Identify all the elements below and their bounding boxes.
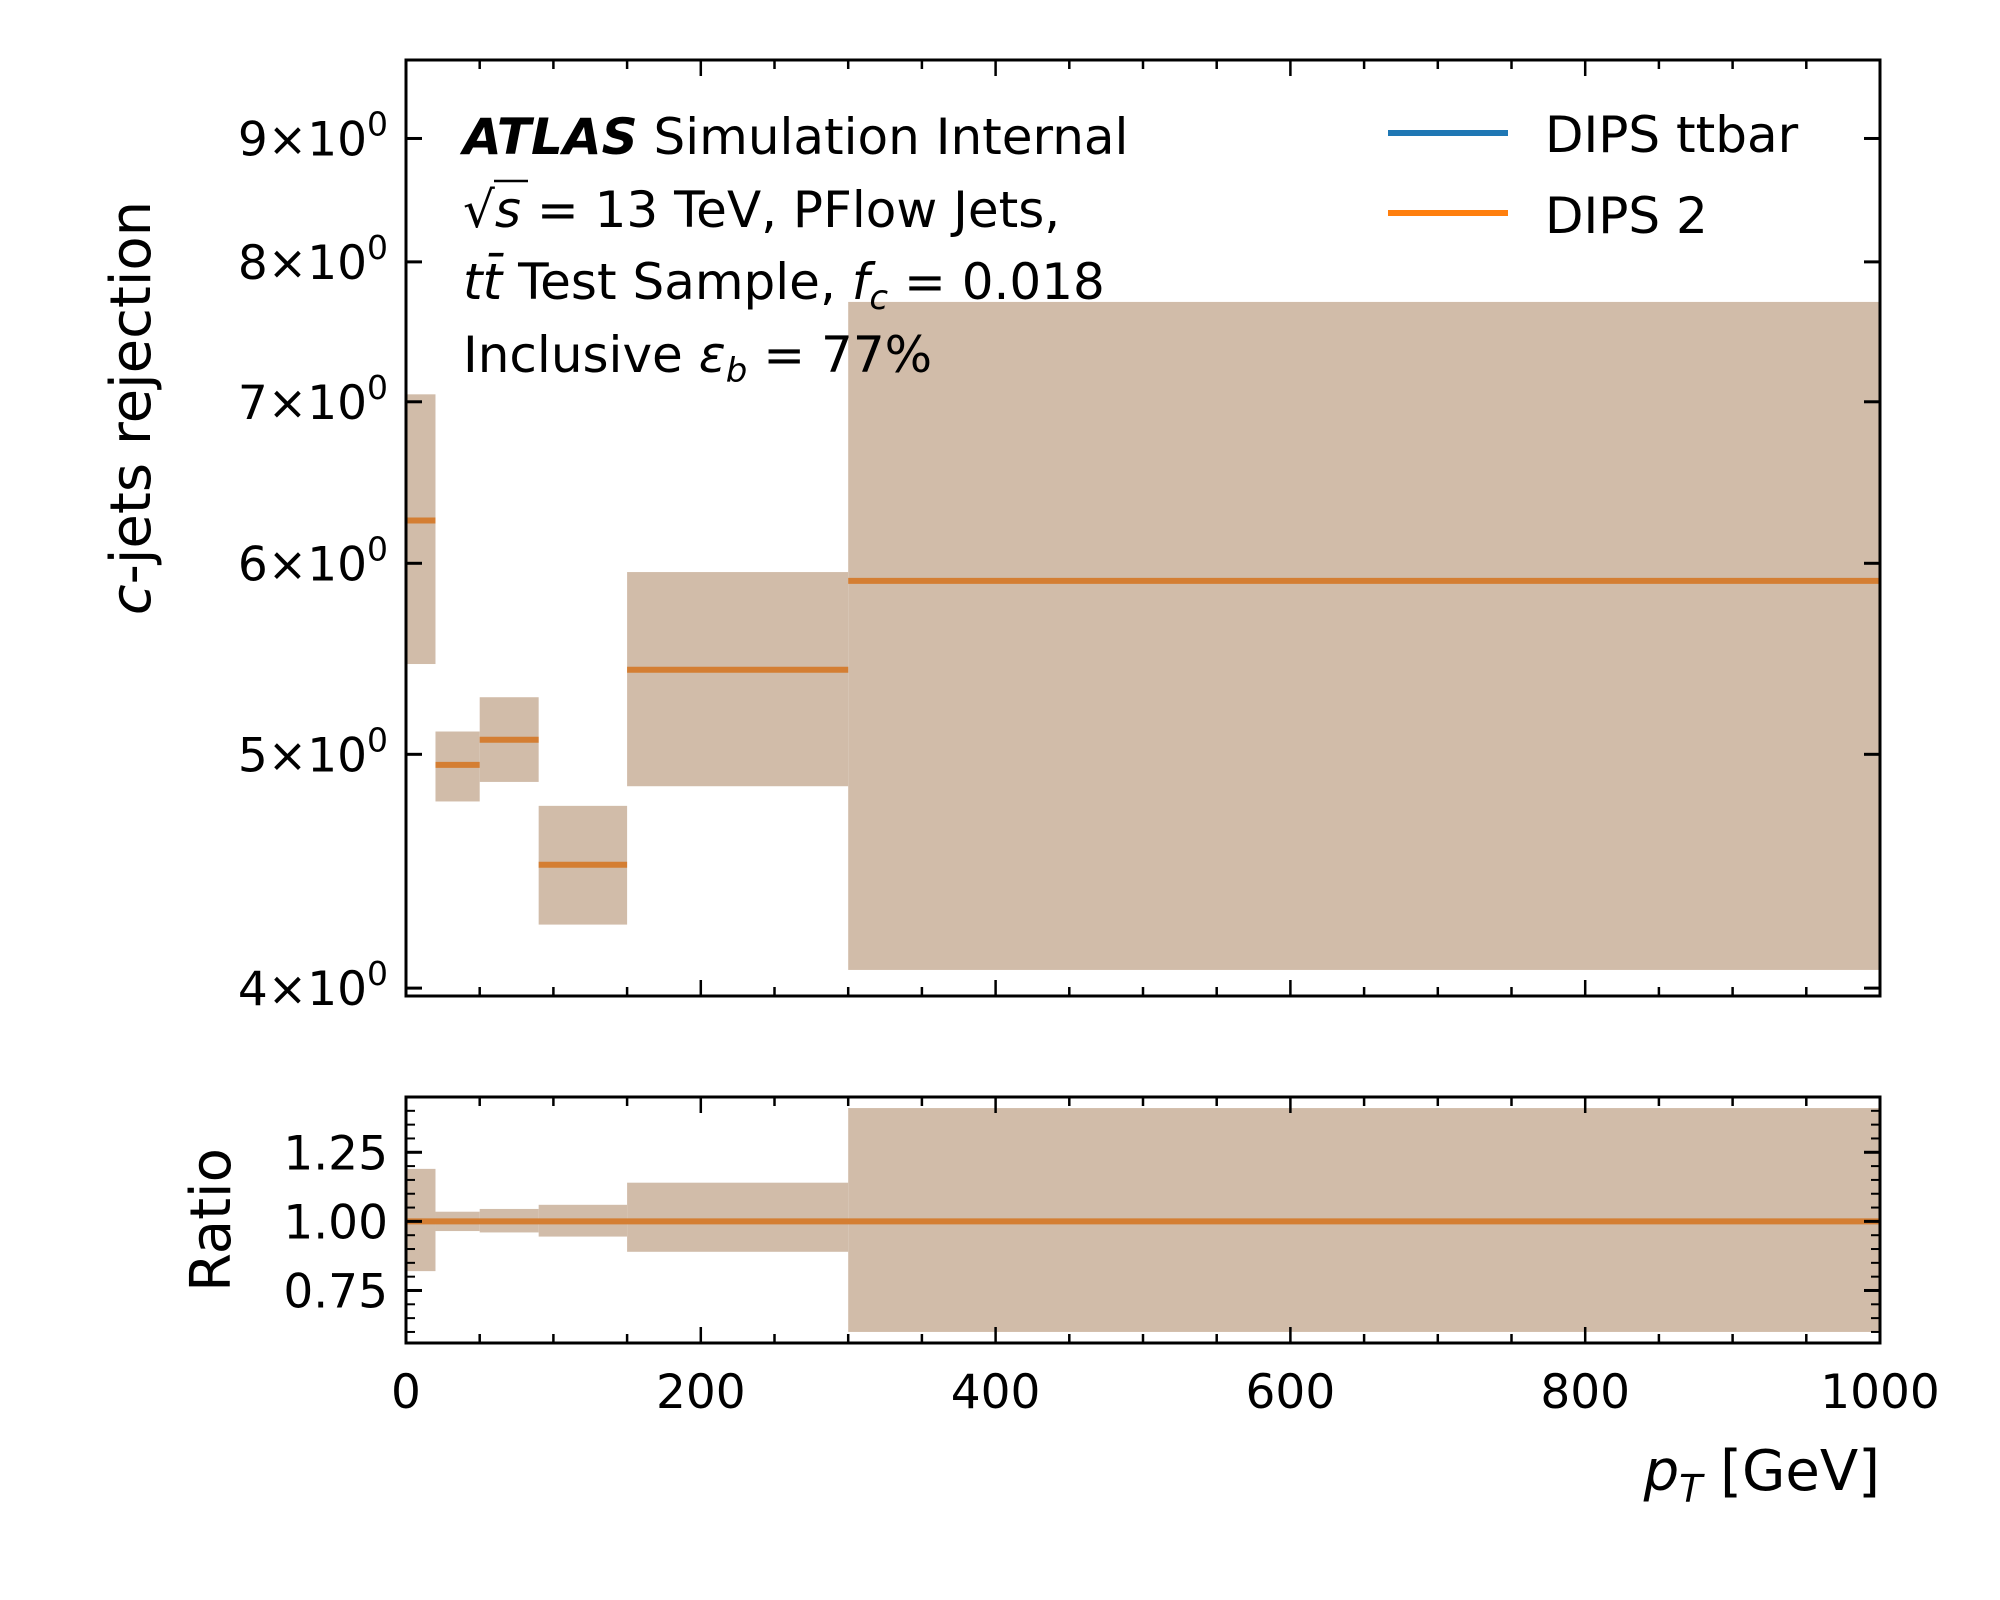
x-tick-label-3: 600 [1246, 1365, 1336, 1420]
ratio-plot-frame [404, 1095, 1882, 1345]
sample-label: tt̄ Test Sample, fc = 0.018 [463, 252, 1105, 318]
main-ytick-label-2: 6×100 [238, 529, 388, 592]
main-plot-frame [404, 58, 1882, 998]
ratio-panel: 1.25 1.00 0.750 200 400 600 800 1000 Ratio pT [… [179, 1095, 1940, 1511]
main-band-4 [627, 572, 849, 787]
x-tick-label-2: 400 [951, 1365, 1041, 1420]
energy-label: √s = 13 TeV, PFlow Jets, [463, 181, 1060, 239]
x-tick-label-4: 800 [1540, 1365, 1630, 1420]
main-y-axis-label: c-jets rejection [99, 201, 164, 615]
annotation-block: ATLAS Simulation Internal √s = 13 TeV, P… [459, 108, 1128, 391]
main-error-bands [406, 301, 1881, 970]
main-ytick-label-5: 9×100 [238, 104, 388, 167]
main-ytick-label-1: 5×100 [238, 720, 388, 783]
x-tick-label-5: 1000 [1820, 1365, 1940, 1420]
main-ytick-label-0: 4×100 [238, 954, 388, 1017]
legend-label-dips-ttbar: DIPS ttbar [1545, 106, 1799, 164]
ratio-y-axis-label: Ratio [179, 1148, 244, 1292]
x-tick-label-1: 200 [656, 1365, 746, 1420]
main-panel: 4×100 5×100 6×100 7×100 8×100 9×100 c-jets re… [99, 58, 1882, 1017]
main-axis-ticks: 4×100 5×100 6×100 7×100 8×100 9×100 [238, 60, 1882, 1017]
main-step-lines [406, 517, 1880, 868]
ratio-ytick-label-2: 0.75 [283, 1264, 388, 1319]
main-band-5 [848, 301, 1881, 970]
legend-label-dips-2: DIPS 2 [1545, 187, 1708, 245]
ratio-band-4 [627, 1182, 849, 1252]
main-ytick-label-3: 7×100 [238, 368, 388, 431]
legend: DIPS ttbar DIPS 2 [1388, 106, 1799, 245]
atlas-label: ATLAS Simulation Internal [459, 108, 1128, 166]
main-band-0 [406, 394, 436, 665]
main-ytick-label-4: 8×100 [238, 228, 388, 291]
efficiency-label: Inclusive εb = 77% [463, 326, 932, 391]
ratio-ytick-label-0: 1.25 [283, 1126, 388, 1181]
x-axis-label: pT [GeV] [1643, 1439, 1880, 1511]
ratio-ytick-label-1: 1.00 [283, 1195, 388, 1250]
ratio-axis-ticks: 1.25 1.00 0.750 200 400 600 800 1000 [283, 1097, 1940, 1420]
x-tick-label-0: 0 [391, 1365, 421, 1420]
